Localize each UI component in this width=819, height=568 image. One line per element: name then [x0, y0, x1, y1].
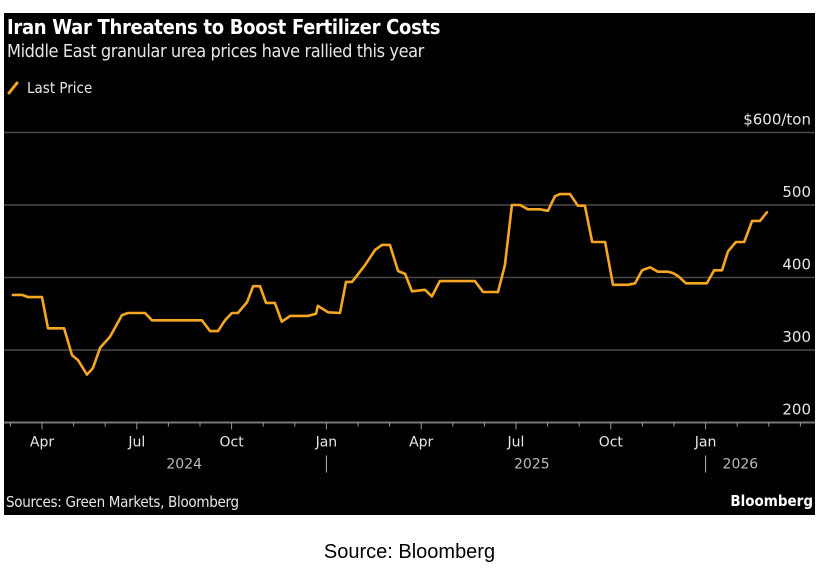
x-tick-label: Oct [599, 435, 624, 451]
y-tick-label: 300 [782, 328, 811, 346]
x-tick-label: Apr [409, 435, 433, 451]
x-tick-label: Jan [315, 435, 338, 451]
x-tick-label: Jul [507, 435, 525, 451]
x-tick-label: Oct [219, 435, 244, 451]
x-year-label: 2024 [166, 457, 202, 473]
x-year-label: 2025 [514, 457, 550, 473]
bloomberg-logo: Bloomberg [730, 492, 813, 510]
line-chart: $600/ton 500 400 300 200 Apr Jul Oct Jan Apr Jul Oc… [4, 111, 815, 473]
legend-label: Last Price [27, 79, 93, 97]
x-year-label: 2026 [723, 457, 759, 473]
chart-panel: $600/ton 500 400 300 200 Apr Jul Oct Jan Apr Jul Oc… [4, 13, 815, 515]
y-tick-label: $600/ton [743, 111, 811, 129]
y-tick-label: 400 [782, 256, 811, 274]
legend-line-icon [7, 81, 19, 95]
chart-subtitle: Middle East granular urea prices have ra… [7, 41, 424, 62]
y-tick-label: 500 [782, 183, 811, 201]
image-caption: Source: Bloomberg [323, 541, 496, 563]
y-tick-label: 200 [782, 401, 811, 419]
sources-note: Sources: Green Markets, Bloomberg [6, 493, 239, 511]
x-tick-label: Jul [127, 435, 145, 451]
x-tick-label: Apr [30, 435, 54, 451]
x-tick-label: Jan [694, 435, 717, 451]
chart-title: Iran War Threatens to Boost Fertilizer C… [7, 15, 441, 39]
series-line-last-price [11, 192, 769, 376]
legend: Last Price [7, 79, 92, 97]
